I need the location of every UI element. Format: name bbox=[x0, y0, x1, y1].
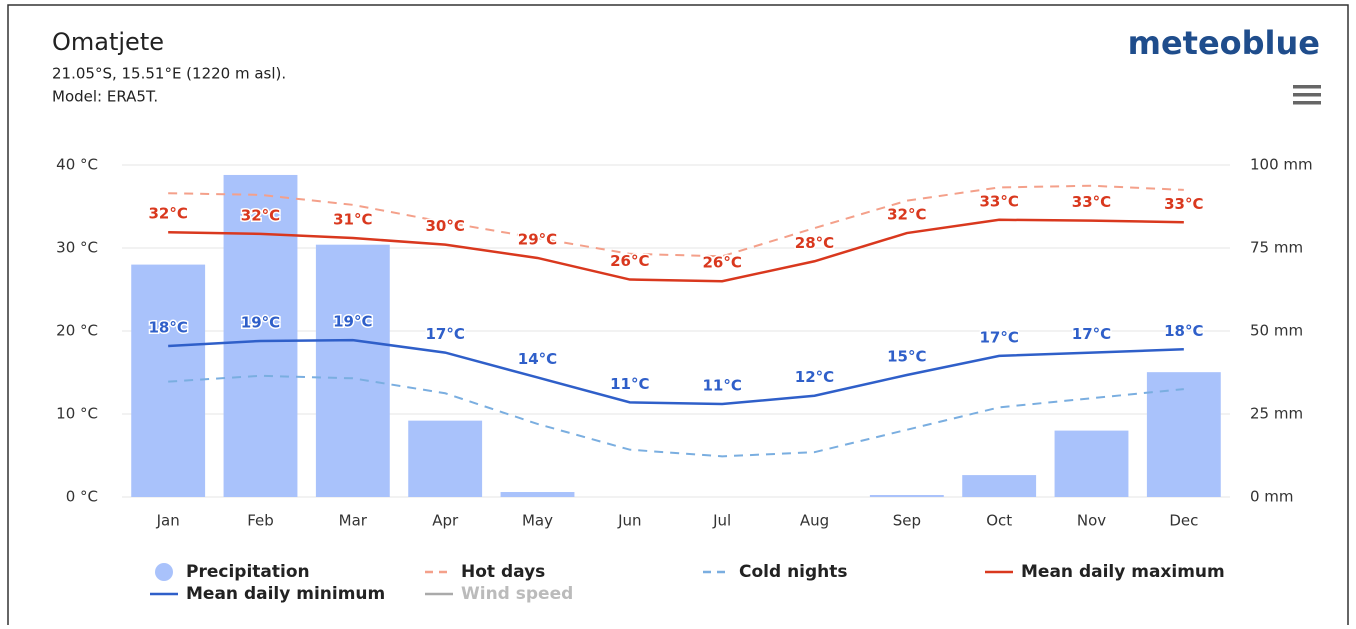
data-label: 26°C bbox=[610, 252, 649, 270]
data-label: 32°C bbox=[241, 206, 280, 224]
x-tick-label: Jul bbox=[712, 512, 731, 530]
data-label: 17°C bbox=[979, 328, 1018, 346]
precipitation-bar bbox=[1146, 372, 1221, 497]
data-label: 33°C bbox=[1072, 193, 1111, 211]
data-label: 32°C bbox=[887, 206, 926, 224]
frame bbox=[7, 4, 1349, 629]
x-tick-label: Oct bbox=[986, 512, 1012, 530]
legend-label[interactable]: Precipitation bbox=[186, 562, 310, 582]
title: Omatjete bbox=[52, 28, 164, 56]
menu-bar bbox=[1293, 85, 1321, 89]
precipitation-bar bbox=[500, 492, 575, 497]
precipitation-bar bbox=[315, 244, 390, 497]
y-tick-label: 30 °C bbox=[56, 239, 98, 257]
data-label: 11°C bbox=[702, 377, 741, 395]
data-label: 32°C bbox=[148, 205, 187, 223]
legend-label[interactable]: Mean daily maximum bbox=[1021, 562, 1225, 582]
precipitation-bar bbox=[408, 420, 483, 497]
data-label: 19°C bbox=[333, 313, 372, 331]
y2-tick-label: 100 mm bbox=[1250, 156, 1313, 174]
data-label: 30°C bbox=[425, 217, 464, 235]
data-label: 17°C bbox=[425, 325, 464, 343]
series-line bbox=[168, 218, 1184, 283]
series-line bbox=[168, 184, 1184, 258]
legend-label[interactable]: Wind speed bbox=[461, 584, 573, 604]
precipitation-bar bbox=[1054, 430, 1129, 497]
menu-bar bbox=[1293, 101, 1321, 105]
x-tick-label: Mar bbox=[339, 512, 368, 530]
data-label: 29°C bbox=[518, 230, 557, 248]
x-tick-label: Nov bbox=[1077, 512, 1106, 530]
data-label: 11°C bbox=[610, 375, 649, 393]
data-label: 15°C bbox=[887, 347, 926, 365]
precipitation-bar bbox=[869, 495, 944, 497]
data-label: 33°C bbox=[1164, 195, 1203, 213]
data-label: 33°C bbox=[979, 192, 1018, 210]
model: Model: ERA5T. bbox=[52, 88, 158, 106]
data-label: 26°C bbox=[702, 254, 741, 272]
data-label: 14°C bbox=[518, 350, 557, 368]
x-tick-label: Dec bbox=[1169, 512, 1198, 530]
y2-tick-label: 0 mm bbox=[1250, 488, 1294, 506]
y2-tick-label: 75 mm bbox=[1250, 239, 1303, 257]
precipitation-bar bbox=[962, 475, 1037, 497]
precipitation-bar bbox=[223, 174, 298, 497]
data-label: 18°C bbox=[1164, 322, 1203, 340]
data-label: 12°C bbox=[795, 368, 834, 386]
legend-symbol bbox=[155, 563, 173, 581]
legend-label[interactable]: Hot days bbox=[461, 562, 545, 582]
x-tick-label: Jan bbox=[156, 512, 180, 530]
y2-tick-label: 25 mm bbox=[1250, 405, 1303, 423]
data-label: 28°C bbox=[795, 234, 834, 252]
x-tick-label: Feb bbox=[247, 512, 274, 530]
data-label: 17°C bbox=[1072, 325, 1111, 343]
x-tick-label: Aug bbox=[800, 512, 829, 530]
logo[interactable]: meteoblue bbox=[1128, 24, 1320, 62]
y2-tick-label: 50 mm bbox=[1250, 322, 1303, 340]
location: 21.05°S, 15.51°E (1220 m asl). bbox=[52, 65, 286, 83]
x-tick-label: Jun bbox=[617, 512, 641, 530]
menu-bar bbox=[1293, 93, 1321, 97]
series-line bbox=[168, 338, 1184, 406]
series-line bbox=[168, 374, 1184, 458]
y-tick-label: 20 °C bbox=[56, 322, 98, 340]
x-tick-label: May bbox=[522, 512, 553, 530]
x-tick-label: Apr bbox=[432, 512, 459, 530]
legend-label[interactable]: Cold nights bbox=[739, 562, 848, 582]
legend-label[interactable]: Mean daily minimum bbox=[186, 584, 385, 604]
x-tick-label: Sep bbox=[893, 512, 921, 530]
y-tick-label: 40 °C bbox=[56, 156, 98, 174]
data-label: 31°C bbox=[333, 211, 372, 229]
data-label: 19°C bbox=[241, 313, 280, 331]
y-tick-label: 0 °C bbox=[66, 488, 98, 506]
data-label: 18°C bbox=[148, 318, 187, 336]
y-tick-label: 10 °C bbox=[56, 405, 98, 423]
menu-icon[interactable] bbox=[1293, 85, 1321, 105]
